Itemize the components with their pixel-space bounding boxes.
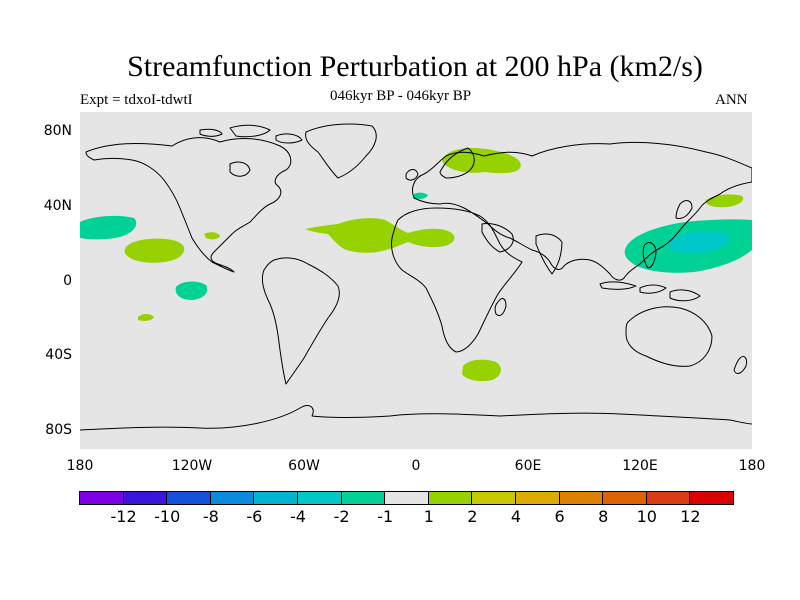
colorbar-label: -12 [110, 507, 137, 526]
coastline-north-america [85, 137, 292, 273]
anomaly-region-mexico-small [204, 232, 220, 240]
coastline-south-america [261, 257, 340, 385]
colorbar-swatch-1 [122, 491, 168, 505]
colorbar-label: 12 [680, 507, 701, 526]
coastline-hudson-bay [229, 161, 251, 177]
colorbar-swatch-14 [689, 491, 734, 505]
colorbar-swatch-13 [645, 491, 691, 505]
coastline-africa [391, 207, 523, 353]
anomaly-region-mediterranean [414, 192, 428, 199]
anomaly-region-north-pacific [705, 194, 744, 208]
anomaly-region-south-indian [462, 359, 501, 382]
anomaly-region-tropical-atlantic [305, 218, 455, 253]
coastlines [80, 123, 752, 431]
colorbar-swatch-5 [296, 491, 342, 505]
world-map [80, 112, 752, 449]
colorbar-swatch-11 [558, 491, 604, 505]
colorbar-swatch-3 [209, 491, 255, 505]
lat-tick-80s: 80S [45, 422, 72, 438]
anomaly-region-central-pacific [80, 215, 137, 240]
coastline-philippines [642, 242, 657, 269]
colorbar-swatch-4 [253, 491, 298, 505]
colorbar-label: -10 [154, 507, 181, 526]
coastline-new-zealand [733, 355, 747, 374]
coastline-madagascar [494, 298, 507, 317]
colorbar-label: 10 [636, 507, 657, 526]
season-label: ANN [715, 92, 748, 108]
lat-tick-40s: 40S [45, 347, 72, 363]
colorbar [79, 491, 734, 505]
coastline-british-isles [405, 169, 419, 181]
coastline-japan [675, 200, 693, 219]
colorbar-swatch-10 [514, 491, 560, 505]
anomaly-region-north-atlantic-europe [442, 148, 521, 174]
coastline-scandinavia [439, 147, 475, 179]
colorbar-label: 8 [598, 507, 609, 526]
anomaly-region-east-pacific [124, 238, 185, 263]
coastline-arabia [481, 223, 514, 253]
plot-title: Streamfunction Perturbation at 200 hPa (… [127, 50, 703, 83]
anomaly-region-west-pacific-core [667, 231, 730, 253]
lon-tick-180e: 180 [738, 458, 766, 474]
colorbar-swatch-2 [166, 491, 211, 505]
colorbar-label: -2 [333, 507, 350, 526]
coastline-indonesia [599, 281, 701, 302]
colorbar-label: -6 [246, 507, 263, 526]
colorbar-label: 2 [467, 507, 478, 526]
anomaly-region-tropical-pacific [175, 281, 208, 300]
colorbar-swatch-12 [602, 491, 647, 505]
coastline-greenland [305, 123, 377, 179]
colorbar-label: -8 [202, 507, 219, 526]
anomaly-region-south-pacific [138, 314, 154, 321]
lon-tick-120w: 120W [171, 458, 213, 474]
lon-tick-60e: 60E [514, 458, 542, 474]
colorbar-swatch-8 [427, 491, 473, 505]
colorbar-swatch-0 [79, 491, 124, 505]
map-background [80, 112, 752, 449]
lon-tick-120e: 120E [622, 458, 658, 474]
colorbar-swatch-6 [340, 491, 386, 505]
lon-tick-60w: 60W [288, 458, 320, 474]
colorbar-label: 6 [554, 507, 565, 526]
coastline-australia [625, 306, 713, 367]
coastline-arctic-islands [199, 124, 303, 144]
lat-tick-80n: 80N [43, 123, 72, 139]
colorbar-label: 4 [510, 507, 522, 526]
lat-tick-40n: 40N [43, 198, 72, 214]
experiment-label: Expt = tdxoI-tdwtI [80, 92, 193, 108]
lon-tick-0: 0 [411, 458, 421, 474]
anomaly-fills [80, 148, 752, 382]
coastline-india [535, 233, 563, 275]
colorbar-label: 1 [423, 507, 434, 526]
coastline-antarctica [80, 405, 752, 431]
colorbar-label: -4 [290, 507, 306, 526]
lon-tick-180w: 180 [66, 458, 94, 474]
coastline-eurasia [411, 141, 752, 281]
colorbar-swatch-7 [384, 491, 429, 505]
subtitle: 046kyr BP - 046kyr BP [330, 88, 472, 104]
lat-tick-0: 0 [63, 273, 72, 289]
colorbar-label: -1 [377, 507, 394, 526]
colorbar-swatch-9 [471, 491, 516, 505]
